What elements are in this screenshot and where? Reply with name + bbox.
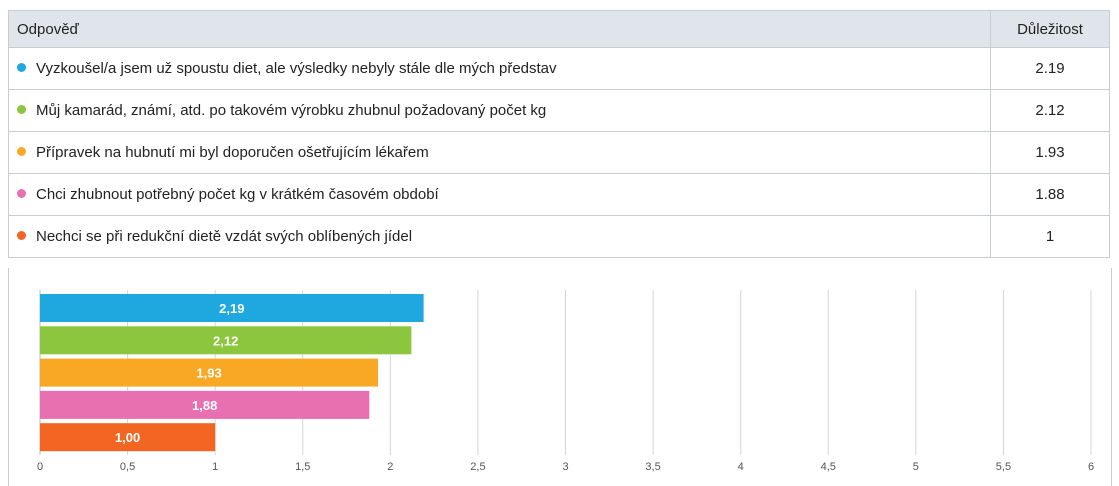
answers-table: Odpověď Důležitost Vyzkoušel/a jsem už s… bbox=[8, 10, 1110, 258]
x-tick-label: 4,5 bbox=[821, 461, 836, 473]
label-cell: Můj kamarád, známí, atd. po takovém výro… bbox=[8, 89, 991, 132]
color-dot bbox=[17, 105, 26, 114]
color-dot bbox=[17, 147, 26, 156]
color-dot bbox=[17, 63, 26, 72]
label-cell: Přípravek na hubnutí mi byl doporučen oš… bbox=[8, 131, 991, 174]
x-tick-label: 5,5 bbox=[996, 461, 1011, 473]
x-tick-label: 1,5 bbox=[295, 461, 310, 473]
bar-label: 1,00 bbox=[115, 430, 140, 445]
x-tick-label: 2,5 bbox=[470, 461, 485, 473]
value-cell: 1.93 bbox=[990, 131, 1110, 174]
x-tick-label: 3 bbox=[562, 461, 568, 473]
bar-label: 2,19 bbox=[219, 301, 244, 316]
bar bbox=[40, 358, 379, 387]
row: Chci zhubnout potřebný počet kg v krátké… bbox=[8, 173, 1110, 216]
header-row: Odpověď Důležitost bbox=[8, 10, 1110, 48]
bar bbox=[40, 294, 424, 322]
row: Vyzkoušel/a jsem už spoustu diet, ale vý… bbox=[8, 47, 1110, 90]
chart-box bbox=[8, 268, 1112, 486]
value-cell: 1.88 bbox=[990, 173, 1110, 216]
label-text: Přípravek na hubnutí mi byl doporučen oš… bbox=[36, 144, 429, 161]
x-tick-label: 5 bbox=[913, 461, 919, 473]
table-body: Vyzkoušel/a jsem už spoustu diet, ale vý… bbox=[8, 47, 1110, 258]
header-cell: Důležitost bbox=[990, 10, 1110, 48]
label-text: Můj kamarád, známí, atd. po takovém výro… bbox=[36, 102, 547, 119]
label-cell: Chci zhubnout potřebný počet kg v krátké… bbox=[8, 173, 991, 216]
row: Nechci se při redukční dietě vzdát svých… bbox=[8, 215, 1110, 258]
label-cell: Nechci se při redukční dietě vzdát svých… bbox=[8, 215, 991, 258]
value-cell: 1 bbox=[990, 215, 1110, 258]
bar-label: 2,12 bbox=[213, 333, 238, 348]
value-cell: 2.12 bbox=[990, 89, 1110, 132]
x-tick-label: 6 bbox=[1088, 461, 1094, 473]
x-tick-label: 3,5 bbox=[645, 461, 660, 473]
label-text: Nechci se při redukční dietě vzdát svých… bbox=[36, 228, 413, 245]
bar bbox=[40, 390, 370, 419]
x-tick-label: 1 bbox=[212, 461, 218, 473]
x-tick-label: 2 bbox=[387, 461, 393, 473]
bar bbox=[40, 326, 412, 355]
label-text: Chci zhubnout potřebný počet kg v krátké… bbox=[36, 186, 439, 203]
x-tick-label: 4 bbox=[738, 461, 744, 473]
header-cell: Odpověď bbox=[8, 10, 991, 48]
table-wrap: Odpověď Důležitost Vyzkoušel/a jsem už s… bbox=[8, 10, 1110, 258]
label-cell: Vyzkoušel/a jsem už spoustu diet, ale vý… bbox=[8, 47, 991, 90]
bar-label: 1,93 bbox=[196, 366, 221, 381]
value-cell: 2.19 bbox=[990, 47, 1110, 90]
x-tick-label: 0 bbox=[37, 461, 43, 473]
label-text: Vyzkoušel/a jsem už spoustu diet, ale vý… bbox=[36, 60, 557, 77]
color-dot bbox=[17, 189, 26, 198]
bar bbox=[40, 423, 216, 452]
x-tick-label: 0,5 bbox=[120, 461, 135, 473]
row: Můj kamarád, známí, atd. po takovém výro… bbox=[8, 89, 1110, 132]
color-dot bbox=[17, 231, 26, 240]
row: Přípravek na hubnutí mi byl doporučen oš… bbox=[8, 131, 1110, 174]
bar-label: 1,88 bbox=[192, 398, 217, 413]
